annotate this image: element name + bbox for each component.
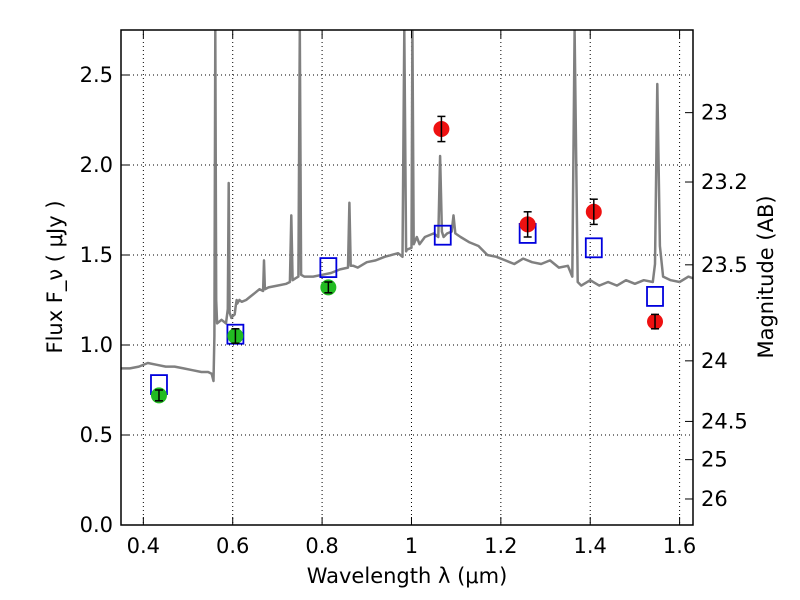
magnitude-tick-label: 24.5 (701, 409, 748, 433)
model-photometry-square (584, 237, 603, 259)
magnitude-tick-label: 25 (701, 448, 728, 472)
y-tick-label: 0.5 (80, 423, 113, 447)
x-tick-label: 0.4 (127, 534, 160, 558)
model-spectrum-layer (121, 30, 693, 383)
x-tick-label: 1.4 (574, 534, 607, 558)
magnitude-tick-label: 23 (701, 101, 728, 125)
x-tick-label: 1.2 (484, 534, 517, 558)
x-tick-label: 0.6 (216, 534, 249, 558)
magnitude-tick-label: 23.2 (701, 170, 748, 194)
y-tick-label: 1.5 (80, 243, 113, 267)
grid-lines (121, 30, 693, 526)
magnitude-tick-label: 23.5 (701, 253, 748, 277)
model-photometry-square (319, 257, 338, 279)
x-tick-label: 0.8 (305, 534, 338, 558)
y2-axis-label: Magnitude (AB) (754, 195, 778, 358)
x-axis-label: Wavelength λ (μm) (307, 564, 508, 588)
y-tick-label: 0.0 (80, 513, 113, 537)
photometry-layer (150, 115, 664, 404)
y-axis-label: Flux F_ν ( μJy ) (43, 200, 68, 353)
model-spectrum-line (121, 30, 693, 383)
y-tick-label: 2.5 (80, 63, 113, 87)
y-tick-label: 2.0 (80, 153, 113, 177)
y-tick-label: 1.0 (80, 333, 113, 357)
magnitude-tick-label: 26 (701, 487, 728, 511)
model-photometry-square (646, 285, 664, 307)
axes-layer: 0.4 0.6 0.8 1 1.2 1.4 1.6 0.0 0.5 1.0 1.5 2.0 2.5 23 2… (80, 30, 748, 558)
x-tick-label: 1 (405, 534, 418, 558)
plot-frame (120, 29, 694, 526)
magnitude-tick-label: 24 (701, 349, 728, 373)
model-photometry-square (433, 224, 452, 246)
x-tick-label: 1.6 (663, 534, 696, 558)
